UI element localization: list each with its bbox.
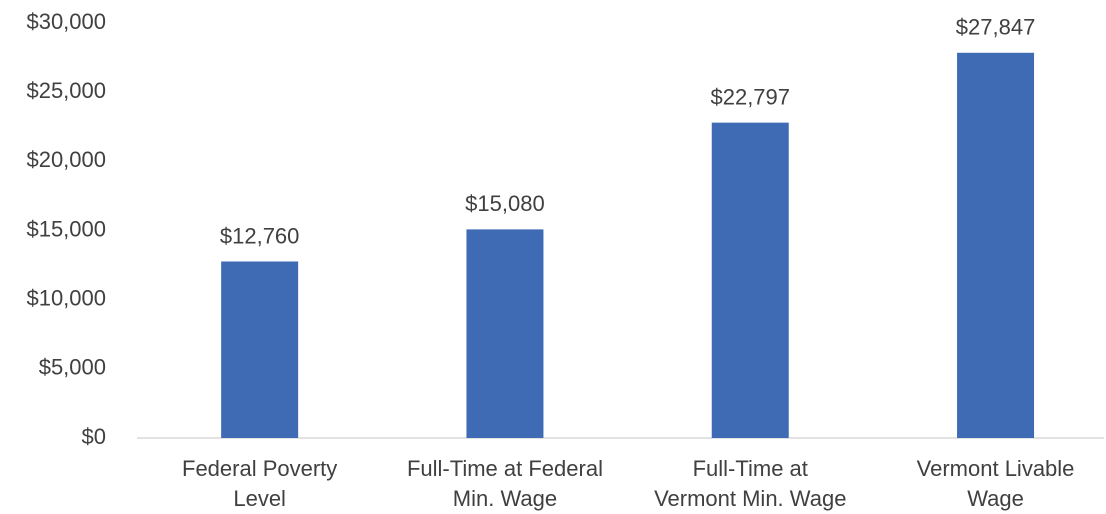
value-label: $27,847 (956, 15, 1036, 40)
x-tick-label: Full-Time at Federal (407, 456, 603, 481)
x-tick-label: Federal Poverty (182, 456, 337, 481)
y-tick-label: $5,000 (39, 355, 106, 380)
y-tick-label: $10,000 (26, 285, 106, 310)
bar (466, 229, 544, 438)
x-tick-label: Vermont Min. Wage (654, 486, 846, 511)
bar (221, 261, 299, 438)
y-tick-label: $15,000 (26, 216, 106, 241)
y-tick-label: $25,000 (26, 78, 106, 103)
x-tick-label: Vermont Livable (917, 456, 1075, 481)
bar (711, 122, 789, 438)
value-label: $15,080 (465, 191, 545, 216)
x-tick-label: Level (233, 486, 286, 511)
value-label: $12,760 (220, 223, 300, 248)
y-tick-label: $0 (82, 424, 106, 449)
x-tick-label: Full-Time at (693, 456, 808, 481)
x-tick-label: Wage (967, 486, 1024, 511)
x-tick-label: Min. Wage (453, 486, 557, 511)
value-label: $22,797 (710, 84, 790, 109)
bar (957, 52, 1035, 438)
y-tick-label: $30,000 (26, 9, 106, 34)
y-tick-label: $20,000 (26, 147, 106, 172)
